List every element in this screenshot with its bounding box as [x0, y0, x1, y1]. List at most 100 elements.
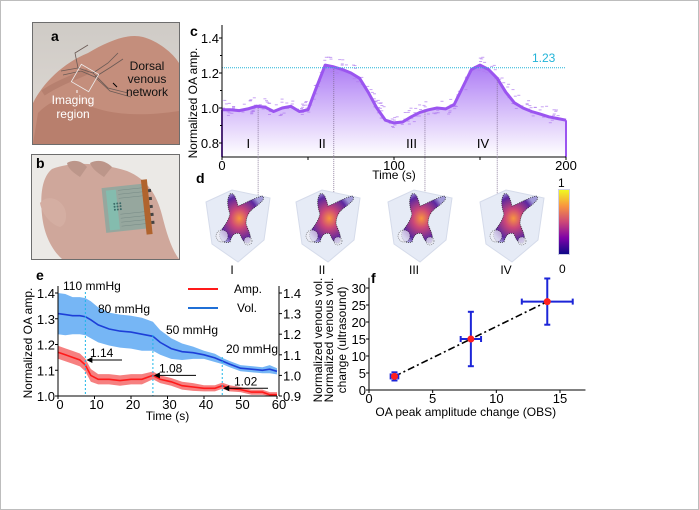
f-data-point — [389, 371, 400, 382]
sensor-patch — [101, 179, 155, 235]
c-noise-point — [480, 58, 484, 60]
c-noise-point — [305, 107, 309, 109]
c-noise-point — [500, 77, 504, 79]
e-pressure-label: 80 mmHg — [98, 302, 150, 316]
e-y-tick-label-left: 1.4 — [37, 286, 55, 301]
c-noise-point — [393, 124, 397, 126]
c-marker-label: I — [246, 136, 250, 151]
c-noise-point — [552, 109, 556, 111]
c-noise-point — [550, 119, 554, 121]
f-x-axis-label: OA peak amplitude change (OBS) — [375, 405, 556, 419]
c-noise-point — [449, 98, 453, 100]
c-noise-point — [341, 59, 345, 61]
e-band-vol — [58, 293, 277, 375]
c-noise-point — [252, 97, 256, 99]
d-volume-2 — [295, 189, 361, 263]
f-y-tick-label: 10 — [352, 349, 366, 364]
c-noise-point — [250, 113, 254, 115]
f-y-tick-label: 5 — [359, 366, 366, 381]
c-noise-point — [366, 85, 370, 87]
c-noise-point — [393, 117, 397, 119]
c-noise-point — [542, 116, 546, 118]
d-vein-branch — [215, 229, 229, 243]
c-noise-point — [379, 117, 383, 119]
d-volume-3 — [387, 189, 453, 263]
c-noise-point — [344, 64, 348, 66]
c-noise-point — [373, 93, 376, 95]
c-noise-point — [453, 105, 457, 107]
c-noise-point — [422, 104, 426, 106]
c-noise-point — [370, 91, 374, 93]
c-noise-point — [413, 112, 417, 114]
c-noise-point — [464, 89, 468, 91]
c-noise-point — [313, 85, 317, 86]
e-pressure-label: 50 mmHg — [166, 323, 218, 337]
c-noise-point — [280, 113, 283, 115]
c-noise-point — [415, 115, 419, 117]
c-noise-point — [436, 112, 440, 114]
c-noise-point — [223, 99, 227, 101]
f-point-marker — [543, 298, 551, 306]
c-noise-point — [390, 118, 394, 120]
c-noise-point — [340, 63, 344, 65]
f-point-marker — [390, 372, 398, 380]
c-noise-point — [545, 105, 549, 107]
c-noise-point — [356, 81, 360, 83]
e-legend-label-amp: Amp. — [234, 282, 262, 296]
c-x-axis-label: Time (s) — [372, 168, 416, 182]
c-noise-point — [432, 112, 436, 114]
f-x-tick-label: 5 — [429, 391, 436, 406]
c-noise-point — [380, 110, 384, 112]
e-arrow-head — [153, 372, 160, 379]
e-pressure-label: 20 mmHg — [226, 342, 278, 356]
annotation-text: region — [56, 107, 90, 121]
c-noise-point — [407, 123, 411, 125]
c-noise-point — [265, 101, 269, 103]
d-vein-branch — [517, 236, 527, 246]
e-y-tick-label-left: 1.2 — [37, 338, 55, 353]
e-y-axis-label-right: Normalized venous vol. — [311, 278, 325, 403]
c-noise-point — [268, 111, 272, 112]
c-noise-point — [426, 113, 430, 115]
c-noise-point — [352, 78, 356, 80]
c-noise-point — [403, 112, 407, 113]
c-noise-point — [540, 106, 544, 108]
c-noise-point — [407, 110, 411, 112]
c-noise-point — [379, 102, 383, 104]
c-noise-point — [369, 89, 373, 91]
c-noise-point — [502, 82, 506, 84]
c-noise-point — [525, 103, 529, 105]
c-noise-point — [481, 56, 485, 58]
c-noise-point — [301, 106, 305, 108]
panel-label-c: c — [190, 23, 198, 39]
c-noise-point — [412, 121, 416, 123]
c-series-line — [222, 63, 567, 125]
c-noise-point — [556, 115, 560, 117]
c-noise-point — [409, 107, 413, 109]
c-noise-point — [282, 112, 286, 114]
c-noise-point — [301, 112, 305, 113]
panel-d-volumes: I II III IV — [205, 189, 545, 277]
c-noise-point — [352, 64, 355, 66]
c-noise-point — [312, 98, 316, 100]
c-noise-point — [230, 112, 234, 114]
c-noise-point — [302, 104, 306, 106]
c-noise-point — [406, 111, 410, 113]
c-y-tick-label: 1.0 — [201, 101, 219, 116]
c-noise-point — [419, 109, 423, 110]
c-noise-point — [395, 116, 399, 118]
c-noise-point — [261, 108, 265, 110]
f-point-marker — [467, 335, 475, 343]
c-noise-point — [506, 86, 510, 88]
c-noise-point — [538, 109, 542, 111]
c-noise-point — [552, 113, 556, 115]
c-noise-point — [300, 108, 303, 109]
d-vein-branch — [425, 236, 435, 246]
c-x-tick-label: 200 — [555, 158, 577, 173]
c-noise-point — [483, 69, 487, 71]
c-noise-point — [391, 126, 395, 128]
d-volume-label: III — [409, 263, 419, 277]
d-volume-label: II — [319, 263, 326, 277]
c-noise-point — [280, 101, 284, 103]
